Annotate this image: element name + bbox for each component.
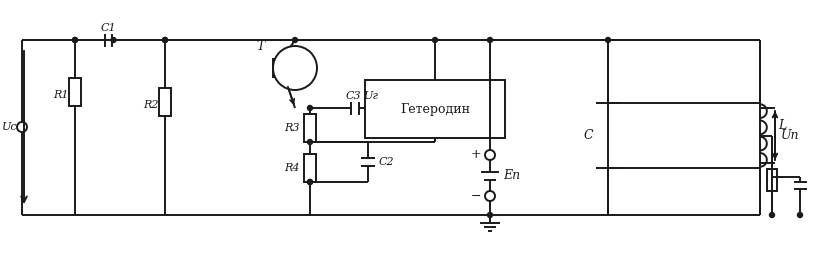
Bar: [69, 78, 81, 106]
Text: R4: R4: [285, 163, 299, 173]
Text: R2: R2: [144, 100, 158, 110]
Text: L: L: [778, 119, 786, 132]
Circle shape: [73, 38, 78, 42]
Circle shape: [17, 122, 27, 132]
Text: C1: C1: [100, 23, 116, 33]
Bar: [365, 80, 505, 138]
Text: R1: R1: [54, 90, 68, 100]
Text: −: −: [471, 189, 481, 202]
Circle shape: [73, 38, 78, 42]
Text: Uг: Uг: [364, 91, 379, 101]
Circle shape: [308, 180, 313, 184]
Circle shape: [606, 38, 610, 42]
Circle shape: [308, 180, 313, 184]
Circle shape: [485, 150, 495, 160]
Text: +: +: [471, 149, 481, 162]
Circle shape: [488, 38, 493, 42]
Text: Uс: Uс: [2, 122, 18, 133]
Circle shape: [485, 191, 495, 201]
Text: C2: C2: [378, 157, 394, 167]
Circle shape: [273, 46, 317, 90]
Bar: [767, 169, 777, 191]
Circle shape: [163, 38, 167, 42]
Bar: [304, 154, 316, 182]
Text: Uп: Uп: [780, 129, 799, 142]
Text: Eп: Eп: [503, 169, 521, 182]
Text: R3: R3: [285, 123, 299, 133]
Circle shape: [488, 213, 493, 217]
Text: C3: C3: [345, 91, 361, 101]
Text: T: T: [257, 40, 265, 53]
Circle shape: [308, 105, 313, 110]
Bar: [304, 114, 316, 142]
Circle shape: [770, 213, 775, 217]
Circle shape: [432, 38, 437, 42]
Text: Гетеродин: Гетеродин: [400, 103, 470, 116]
Circle shape: [308, 139, 313, 145]
Circle shape: [111, 38, 116, 42]
Circle shape: [163, 38, 167, 42]
Bar: [159, 88, 171, 116]
Circle shape: [293, 38, 298, 42]
Text: C: C: [583, 129, 593, 142]
Circle shape: [798, 213, 803, 217]
